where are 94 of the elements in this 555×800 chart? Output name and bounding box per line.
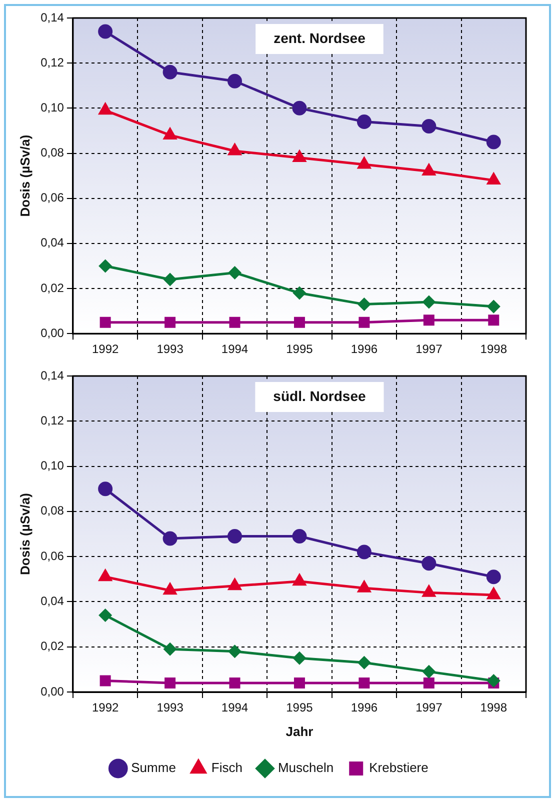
point bbox=[487, 300, 500, 313]
point bbox=[358, 316, 370, 328]
point bbox=[292, 100, 307, 116]
point bbox=[98, 482, 113, 496]
point bbox=[422, 556, 436, 571]
y-axis-title: Dosis (µSv/a) bbox=[17, 493, 32, 575]
x-tick-label: 1998 bbox=[480, 700, 508, 715]
y-tick-label: 0,14 bbox=[40, 368, 64, 382]
point bbox=[356, 114, 372, 129]
point bbox=[164, 128, 176, 140]
point bbox=[164, 677, 176, 688]
point bbox=[294, 316, 305, 328]
x-tick-label: 1994 bbox=[221, 342, 248, 356]
point bbox=[228, 529, 242, 544]
y-tick-label: 0,08 bbox=[40, 504, 64, 518]
x-tick-label: 1993 bbox=[156, 700, 184, 715]
point bbox=[422, 585, 436, 597]
point bbox=[423, 677, 434, 688]
point bbox=[98, 24, 113, 39]
x-tick-label: 1997 bbox=[416, 700, 443, 715]
point bbox=[228, 144, 242, 156]
point bbox=[228, 578, 242, 590]
point bbox=[487, 588, 500, 600]
y-tick-label: 0,00 bbox=[40, 684, 64, 698]
x-tick-label: 1993 bbox=[156, 342, 184, 356]
x-tick-label: 1992 bbox=[92, 700, 119, 715]
point bbox=[486, 134, 501, 150]
legend-label: Muscheln bbox=[278, 760, 334, 776]
x-tick-label: 1997 bbox=[416, 342, 443, 356]
y-tick-label: 0,06 bbox=[40, 548, 64, 563]
x-tick-label: 1998 bbox=[480, 342, 508, 356]
point bbox=[356, 544, 372, 560]
point bbox=[100, 675, 111, 686]
point bbox=[293, 574, 306, 586]
y-tick-label: 0,04 bbox=[40, 594, 64, 608]
point bbox=[486, 570, 501, 584]
legend-label: Summe bbox=[131, 760, 176, 776]
point bbox=[98, 570, 112, 582]
point bbox=[229, 677, 240, 688]
y-tick-label: 0,14 bbox=[40, 10, 64, 24]
y-tick-label: 0,04 bbox=[40, 236, 64, 250]
point bbox=[293, 652, 306, 664]
point bbox=[422, 665, 436, 678]
point bbox=[422, 118, 436, 134]
point bbox=[358, 580, 371, 592]
point bbox=[423, 314, 434, 326]
point bbox=[98, 103, 112, 115]
point bbox=[229, 316, 240, 328]
point bbox=[164, 642, 176, 656]
y-axis-title: Dosis (µSv/a) bbox=[17, 134, 32, 217]
x-tick-label: 1992 bbox=[92, 342, 119, 356]
point bbox=[162, 531, 178, 546]
text: zent. Nordsee bbox=[274, 30, 366, 46]
y-tick-label: 0,02 bbox=[40, 280, 64, 295]
point bbox=[358, 298, 370, 311]
point bbox=[292, 529, 307, 544]
point bbox=[228, 645, 242, 658]
y-tick-label: 0,12 bbox=[40, 55, 64, 70]
y-tick-label: 0,08 bbox=[40, 146, 64, 160]
y-tick-label: 0,10 bbox=[40, 100, 64, 114]
point bbox=[487, 674, 500, 687]
point bbox=[488, 314, 500, 326]
point bbox=[293, 286, 306, 300]
point bbox=[358, 677, 370, 688]
text: südl. Nordsee bbox=[273, 388, 366, 404]
x-axis-title: Jahr bbox=[286, 724, 314, 739]
point bbox=[164, 273, 176, 286]
legend-label: Fisch bbox=[211, 760, 242, 776]
legend-label: Krebstiere bbox=[369, 760, 428, 776]
x-tick-label: 1995 bbox=[286, 700, 314, 715]
point bbox=[422, 296, 436, 308]
point bbox=[487, 173, 500, 185]
y-tick-label: 0,12 bbox=[40, 413, 64, 428]
point bbox=[294, 677, 305, 688]
point bbox=[99, 260, 112, 272]
point bbox=[100, 316, 111, 328]
y-tick-label: 0,06 bbox=[40, 190, 64, 205]
point bbox=[164, 316, 176, 328]
x-tick-label: 1996 bbox=[350, 342, 378, 356]
point bbox=[228, 266, 242, 279]
point bbox=[162, 64, 178, 80]
point bbox=[293, 150, 306, 162]
point bbox=[164, 583, 176, 595]
point bbox=[358, 656, 370, 669]
x-tick-label: 1995 bbox=[286, 342, 314, 356]
point bbox=[358, 157, 371, 169]
point bbox=[228, 74, 242, 88]
point bbox=[422, 164, 436, 176]
point bbox=[99, 609, 112, 622]
x-tick-label: 1994 bbox=[221, 700, 248, 715]
x-tick-label: 1996 bbox=[350, 700, 378, 715]
y-tick-label: 0,10 bbox=[40, 458, 64, 473]
y-tick-label: 0,00 bbox=[40, 326, 64, 340]
y-tick-label: 0,02 bbox=[40, 639, 64, 654]
